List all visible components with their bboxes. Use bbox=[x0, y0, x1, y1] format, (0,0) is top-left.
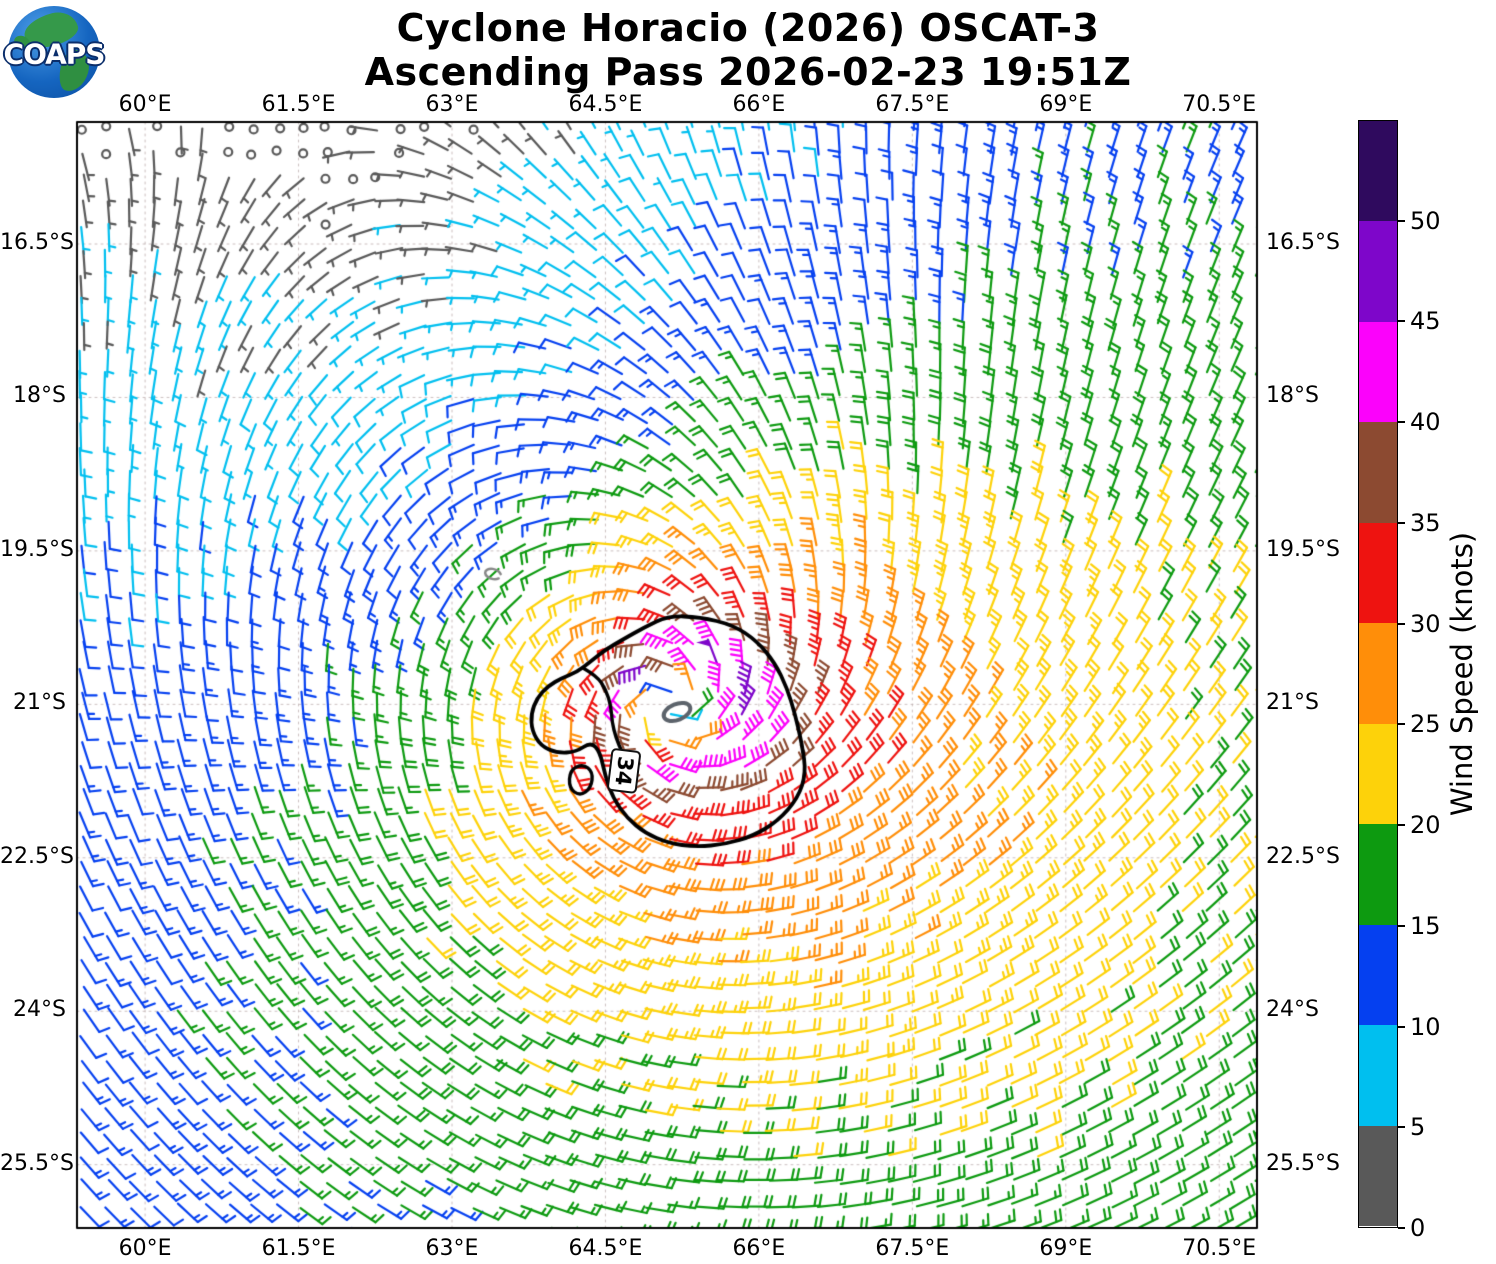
colorbar-tick-mark bbox=[1398, 723, 1405, 726]
x-tick-label-bottom: 63°E bbox=[425, 1236, 479, 1261]
y-tick-label-right: 24°S bbox=[1266, 997, 1319, 1023]
colorbar-tick-label: 25 bbox=[1410, 710, 1441, 739]
x-tick-label-top: 69°E bbox=[1039, 92, 1093, 117]
title-line-2: Ascending Pass 2026-02-23 19:51Z bbox=[364, 50, 1132, 94]
y-tick-label-right: 25.5°S bbox=[1266, 1150, 1340, 1176]
y-tick-label-right: 21°S bbox=[1266, 690, 1319, 716]
colorbar-tick-label: 10 bbox=[1410, 1012, 1441, 1041]
y-tick-label-left: 25.5°S bbox=[0, 1150, 74, 1176]
colorbar-segment bbox=[1359, 1125, 1397, 1226]
colorbar-tick-label: 35 bbox=[1410, 508, 1441, 537]
x-tick-label-top: 60°E bbox=[118, 92, 172, 117]
x-tick-label-bottom: 64.5°E bbox=[568, 1236, 643, 1261]
colorbar-tick-label: 0 bbox=[1410, 1214, 1426, 1242]
colorbar-tick-mark bbox=[1398, 219, 1405, 222]
x-tick-label-top: 61.5°E bbox=[261, 92, 336, 117]
colorbar-segment bbox=[1359, 723, 1397, 825]
y-tick-label-left: 24°S bbox=[13, 997, 66, 1023]
y-tick-label-left: 22.5°S bbox=[0, 843, 74, 869]
y-tick-label-left: 18°S bbox=[13, 383, 66, 409]
contour-label-34: 34 bbox=[606, 747, 642, 795]
y-tick-label-right: 16.5°S bbox=[1266, 230, 1340, 255]
colorbar-segment bbox=[1359, 121, 1397, 222]
colorbar-tick-mark bbox=[1398, 1025, 1405, 1028]
colorbar-tick-mark bbox=[1398, 421, 1405, 424]
colorbar-segment bbox=[1359, 522, 1397, 624]
globe-icon bbox=[8, 6, 100, 98]
colorbar-tick-label: 5 bbox=[1410, 1113, 1426, 1142]
x-tick-label-bottom: 60°E bbox=[118, 1236, 172, 1261]
colorbar-segment bbox=[1359, 422, 1397, 523]
colorbar-label: Wind Speed (knots) bbox=[1445, 531, 1479, 817]
x-tick-label-bottom: 67.5°E bbox=[875, 1236, 950, 1261]
colorbar-tick-mark bbox=[1398, 924, 1405, 927]
x-tick-label-top: 63°E bbox=[425, 92, 479, 117]
x-tick-label-top: 64.5°E bbox=[568, 92, 643, 117]
x-tick-label-bottom: 69°E bbox=[1039, 1236, 1093, 1261]
logo-text: COAPS bbox=[3, 37, 106, 71]
colorbar-tick-mark bbox=[1398, 1227, 1405, 1229]
y-tick-label-left: 19.5°S bbox=[0, 536, 74, 562]
y-tick-label-left: 16.5°S bbox=[0, 230, 74, 255]
colorbar-tick-label: 30 bbox=[1410, 609, 1441, 638]
colorbar-tick-mark bbox=[1398, 521, 1405, 524]
colorbar-tick-label: 15 bbox=[1410, 911, 1441, 940]
plot-title: Cyclone Horacio (2026) OSCAT-3 Ascending… bbox=[0, 6, 1496, 94]
colorbar-tick-label: 50 bbox=[1410, 206, 1441, 235]
colorbar-tick-mark bbox=[1398, 824, 1405, 827]
title-line-1: Cyclone Horacio (2026) OSCAT-3 bbox=[396, 6, 1100, 50]
colorbar-tick-label: 20 bbox=[1410, 811, 1441, 840]
colorbar-tick-label: 40 bbox=[1410, 408, 1441, 437]
colorbar-tick-label: 45 bbox=[1410, 307, 1441, 336]
colorbar bbox=[1358, 120, 1398, 1228]
coaps-logo: COAPS bbox=[4, 6, 105, 98]
colorbar-segment bbox=[1359, 321, 1397, 423]
x-tick-label-bottom: 61.5°E bbox=[261, 1236, 336, 1261]
y-tick-label-left: 21°S bbox=[13, 690, 66, 716]
colorbar-segment bbox=[1359, 1025, 1397, 1126]
colorbar-tick-mark bbox=[1398, 320, 1405, 323]
colorbar-segment bbox=[1359, 924, 1397, 1026]
colorbar-segment bbox=[1359, 221, 1397, 322]
colorbar-tick-mark bbox=[1398, 1126, 1405, 1129]
x-tick-label-top: 66°E bbox=[732, 92, 786, 117]
y-tick-label-right: 22.5°S bbox=[1266, 843, 1340, 869]
x-tick-label-top: 70.5°E bbox=[1182, 92, 1257, 117]
colorbar-segment bbox=[1359, 824, 1397, 925]
x-tick-label-bottom: 66°E bbox=[732, 1236, 786, 1261]
x-tick-label-bottom: 70.5°E bbox=[1182, 1236, 1257, 1261]
colorbar-tick-mark bbox=[1398, 622, 1405, 625]
colorbar-segment bbox=[1359, 623, 1397, 724]
y-tick-label-right: 19.5°S bbox=[1266, 536, 1340, 562]
x-tick-label-top: 67.5°E bbox=[875, 92, 950, 117]
y-tick-label-right: 18°S bbox=[1266, 383, 1319, 409]
